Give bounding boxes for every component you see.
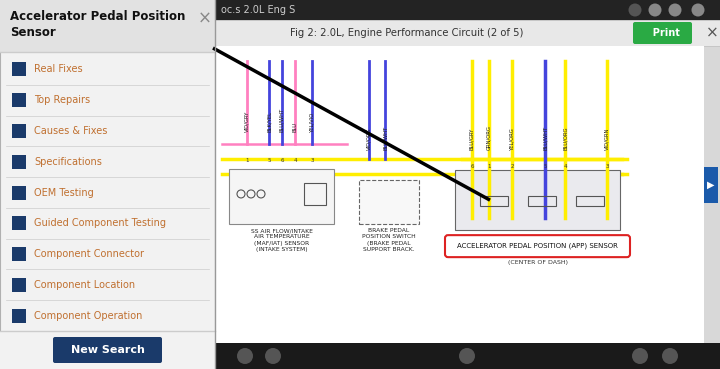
FancyBboxPatch shape xyxy=(53,337,162,363)
Text: (CENTER OF DASH): (CENTER OF DASH) xyxy=(508,260,567,265)
Text: 3: 3 xyxy=(310,158,314,163)
Ellipse shape xyxy=(662,348,678,364)
Bar xyxy=(12,155,26,169)
Text: Print: Print xyxy=(646,28,680,38)
Ellipse shape xyxy=(459,348,475,364)
Text: Accelerator Pedal Position: Accelerator Pedal Position xyxy=(10,10,185,23)
Text: BLK/YEL: BLK/YEL xyxy=(266,111,271,132)
Ellipse shape xyxy=(265,348,281,364)
Ellipse shape xyxy=(632,348,648,364)
Text: YEL/ORG: YEL/ORG xyxy=(510,127,515,150)
Text: SS AIR FLOW/INTAKE
AIR TEMPERATURE
(MAF/IAT) SENSOR
(INTAKE SYSTEM): SS AIR FLOW/INTAKE AIR TEMPERATURE (MAF/… xyxy=(251,228,312,252)
Ellipse shape xyxy=(629,3,642,17)
Bar xyxy=(12,216,26,230)
Text: OEM Testing: OEM Testing xyxy=(34,187,94,197)
Text: Component Operation: Component Operation xyxy=(34,311,143,321)
Text: New Search: New Search xyxy=(71,345,145,355)
Text: 6: 6 xyxy=(470,164,474,169)
Text: Fig 2: 2.0L, Engine Performance Circuit (2 of 5): Fig 2: 2.0L, Engine Performance Circuit … xyxy=(290,28,523,38)
Text: Top Repairs: Top Repairs xyxy=(34,95,90,105)
Text: BLU/WHT: BLU/WHT xyxy=(542,126,547,150)
Text: BLU/WHT: BLU/WHT xyxy=(279,108,284,132)
Text: BLU/WHT: BLU/WHT xyxy=(382,126,387,150)
Bar xyxy=(215,343,720,369)
Text: Component Connector: Component Connector xyxy=(34,249,144,259)
Text: BLU: BLU xyxy=(292,122,297,132)
Bar xyxy=(12,62,26,76)
Text: VID/GRY: VID/GRY xyxy=(245,111,250,132)
Bar xyxy=(704,166,718,203)
Bar xyxy=(12,124,26,138)
Bar xyxy=(12,308,26,323)
Text: 1: 1 xyxy=(487,164,491,169)
Text: Component Location: Component Location xyxy=(34,280,135,290)
Text: ×: × xyxy=(198,10,212,28)
Text: ACCELERATOR PEDAL POSITION (APP) SENSOR: ACCELERATOR PEDAL POSITION (APP) SENSOR xyxy=(457,243,618,249)
Bar xyxy=(0,0,215,369)
Text: BLU/ORG: BLU/ORG xyxy=(562,127,567,150)
Text: VID/GRN: VID/GRN xyxy=(605,128,610,150)
Text: Sensor: Sensor xyxy=(10,26,55,39)
Text: BLU/GRY: BLU/GRY xyxy=(469,128,474,150)
Bar xyxy=(215,46,704,343)
Bar xyxy=(304,183,326,205)
Text: ▶: ▶ xyxy=(707,179,715,190)
Bar xyxy=(480,196,508,206)
Bar xyxy=(12,186,26,200)
Text: oc.s 2.0L Eng S: oc.s 2.0L Eng S xyxy=(221,5,295,15)
Text: 4: 4 xyxy=(293,158,297,163)
Bar xyxy=(215,0,720,20)
Text: 5: 5 xyxy=(267,158,271,163)
Ellipse shape xyxy=(691,3,704,17)
Bar xyxy=(229,169,334,224)
Text: 5: 5 xyxy=(544,164,546,169)
Bar xyxy=(12,247,26,261)
Bar xyxy=(0,0,215,52)
Ellipse shape xyxy=(668,3,682,17)
Text: Specifications: Specifications xyxy=(34,157,102,167)
Text: YEL/VIO: YEL/VIO xyxy=(310,112,315,132)
Bar xyxy=(528,196,556,206)
Ellipse shape xyxy=(237,348,253,364)
Bar xyxy=(0,331,215,369)
Text: 6: 6 xyxy=(280,158,284,163)
Text: 1: 1 xyxy=(246,158,248,163)
Text: Causes & Fixes: Causes & Fixes xyxy=(34,126,107,136)
Bar xyxy=(12,278,26,292)
Text: Guided Component Testing: Guided Component Testing xyxy=(34,218,166,228)
Bar xyxy=(215,20,720,46)
Text: ×: × xyxy=(706,25,719,41)
Text: BRAKE PEDAL
POSITION SWITCH
(BRAKE PEDAL
SUPPORT BRACK.: BRAKE PEDAL POSITION SWITCH (BRAKE PEDAL… xyxy=(362,228,416,252)
Text: GRN/ORG: GRN/ORG xyxy=(487,125,492,150)
FancyBboxPatch shape xyxy=(633,22,692,44)
Bar xyxy=(576,196,604,206)
Ellipse shape xyxy=(649,3,662,17)
Text: 3: 3 xyxy=(606,164,608,169)
Text: 2: 2 xyxy=(510,164,514,169)
Bar xyxy=(455,170,620,230)
Text: 4: 4 xyxy=(563,164,567,169)
Text: VID/ORG: VID/ORG xyxy=(366,127,372,150)
Bar xyxy=(359,180,419,224)
Text: Real Fixes: Real Fixes xyxy=(34,64,83,75)
Bar xyxy=(12,93,26,107)
